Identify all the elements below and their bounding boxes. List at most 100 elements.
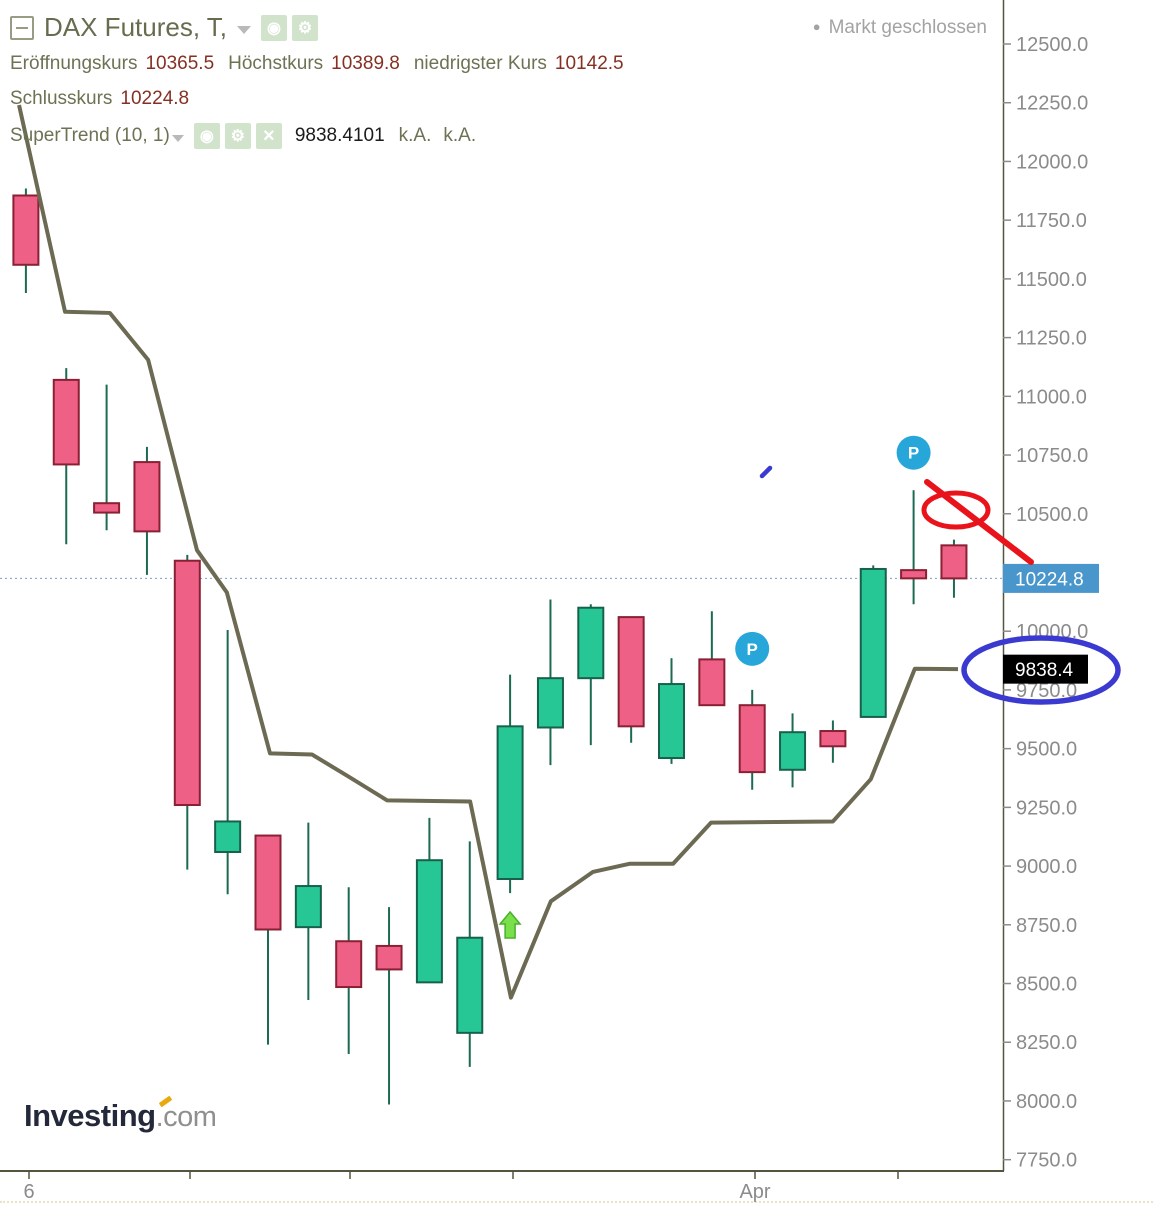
candle-body <box>940 544 968 580</box>
candle <box>496 674 524 894</box>
close-price-tag-bg <box>1003 563 1099 593</box>
open-value: 10365.5 <box>145 53 215 74</box>
supertrend-price-tag: 9838.4 <box>1003 654 1088 684</box>
candle <box>536 599 564 766</box>
candle <box>214 630 242 895</box>
high-label: Höchstkurs <box>228 53 324 74</box>
candle-body <box>133 461 161 533</box>
candle-body <box>335 940 363 989</box>
price-tick-label: 10500.0 <box>1016 504 1088 526</box>
price-tick-label: 11250.0 <box>1016 328 1087 350</box>
p-marker-label: P <box>908 444 919 463</box>
red-arrow-annotation <box>924 479 1034 565</box>
candle-body <box>617 616 645 728</box>
candle-body <box>698 658 726 707</box>
candle <box>617 616 645 743</box>
chevron-down-icon[interactable] <box>171 134 184 142</box>
red-circle-annotation <box>921 490 991 530</box>
status-dot-icon: ● <box>812 19 821 34</box>
candle-body <box>900 569 928 580</box>
collapse-legend-icon[interactable] <box>10 15 34 40</box>
p-marker-circle <box>735 631 770 666</box>
price-tick-label: 9000.0 <box>1016 856 1077 878</box>
candle-body <box>93 502 121 514</box>
market-status: ● Markt geschlossen <box>813 17 987 39</box>
price-tick-label: 12500.0 <box>1016 34 1088 56</box>
indicator-title[interactable]: SuperTrend (10, 1) <box>10 125 170 146</box>
gear-icon[interactable]: ⚙ <box>224 123 251 149</box>
candle-body <box>738 704 766 774</box>
blue-ellipse-annotation <box>961 635 1121 705</box>
candle <box>577 604 605 746</box>
close-icon[interactable]: × <box>255 123 282 149</box>
candle <box>819 720 847 763</box>
gear-icon[interactable]: ⚙ <box>292 14 319 41</box>
candle-body <box>254 834 282 931</box>
p-marker-label: P <box>747 640 758 659</box>
indicator-na-1: k.A. <box>398 125 432 146</box>
supertrend-price-tag-text: 9838.4 <box>1015 660 1074 681</box>
candle-body <box>52 378 80 466</box>
price-tick-label: 8750.0 <box>1016 915 1077 937</box>
price-tick-label: 8000.0 <box>1016 1091 1077 1113</box>
candle <box>900 490 928 605</box>
candle-body <box>859 567 887 718</box>
time-tick-label: 6 <box>23 1181 34 1203</box>
symbol-title[interactable]: DAX Futures, T, <box>44 12 228 42</box>
candle <box>456 841 484 1067</box>
candle <box>294 822 322 1000</box>
candle <box>52 368 80 545</box>
p-marker-circle <box>896 435 931 470</box>
price-tick-label: 8250.0 <box>1016 1032 1077 1054</box>
open-label: Eröffnungskurs <box>10 53 138 74</box>
candle <box>133 446 161 575</box>
candle-body <box>456 936 484 1034</box>
candle-body <box>779 731 807 771</box>
buy-signal-arrow-icon <box>498 910 522 939</box>
candle <box>173 554 201 870</box>
indicator-na-2: k.A. <box>443 125 477 146</box>
candle <box>415 817 443 984</box>
blue-pen-dot <box>759 465 773 479</box>
close-value: 10224.8 <box>120 88 190 109</box>
visibility-icon[interactable]: ◉ <box>193 123 220 149</box>
candle-body <box>658 683 685 760</box>
price-tick-label: 11500.0 <box>1016 269 1087 291</box>
supertrend-price-tag-bg <box>1003 654 1088 684</box>
candle <box>375 907 403 1105</box>
candle-body <box>12 194 40 266</box>
candle-body <box>496 725 524 880</box>
candle-body <box>819 730 847 748</box>
investing-watermark: Investing.com <box>24 1095 217 1134</box>
price-tick-label: 10750.0 <box>1016 445 1088 467</box>
price-tick-label: 12250.0 <box>1016 93 1088 115</box>
price-tick-label: 8500.0 <box>1016 974 1077 996</box>
time-tick-label: Apr <box>739 1181 770 1203</box>
candle-body <box>375 944 403 971</box>
market-status-text: Markt geschlossen <box>828 17 987 38</box>
p-marker: P <box>735 631 770 666</box>
page-bottom-divider <box>0 1201 1153 1203</box>
high-value: 10389.8 <box>331 53 400 74</box>
candle-body <box>294 885 322 929</box>
close-price-tag-text: 10224.8 <box>1015 569 1084 590</box>
supertrend-line <box>17 104 959 1000</box>
price-tick-label: 9250.0 <box>1016 797 1077 819</box>
candle <box>658 658 685 764</box>
candle-body <box>536 677 564 729</box>
low-value: 10142.5 <box>554 53 624 74</box>
chart-legend: DAX Futures, T, ◉ ⚙ Eröffnungskurs 10365… <box>10 12 638 149</box>
watermark-brand: Investing <box>24 1098 156 1133</box>
visibility-icon[interactable]: ◉ <box>261 14 288 41</box>
candle <box>335 887 363 1054</box>
candle-body <box>415 859 443 984</box>
price-tick-label: 12000.0 <box>1016 151 1088 173</box>
candle <box>698 611 726 707</box>
chevron-down-icon[interactable] <box>237 25 252 34</box>
price-tick-label: 9750.0 <box>1016 680 1077 702</box>
indicator-value: 9838.4101 <box>294 125 385 146</box>
candle-body <box>214 820 242 853</box>
close-price-tag: 10224.8 <box>1003 563 1099 593</box>
